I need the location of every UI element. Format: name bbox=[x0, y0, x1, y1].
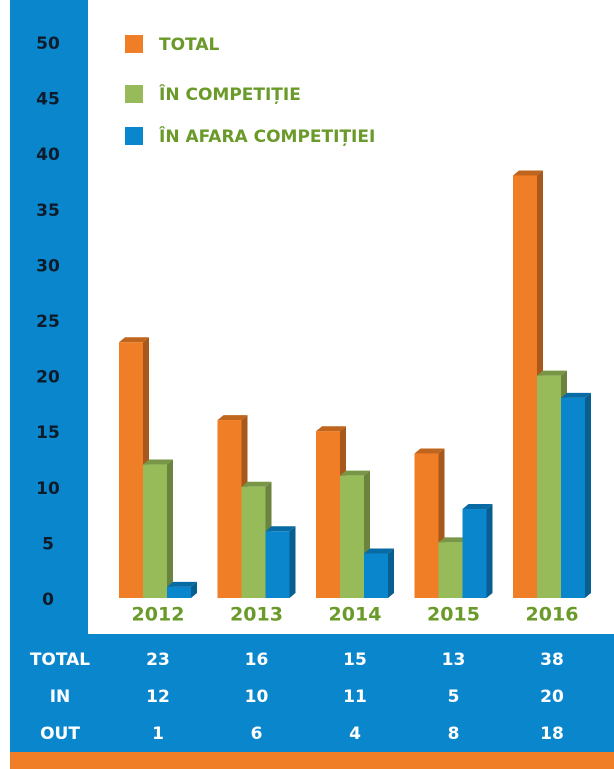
y-tick-label: 20 bbox=[36, 368, 60, 388]
bar-top bbox=[316, 426, 346, 432]
x-tick-label: 2016 bbox=[526, 604, 579, 626]
y-tick-label: 5 bbox=[42, 534, 54, 554]
table-row-label: IN bbox=[50, 687, 71, 707]
bar-top bbox=[561, 392, 591, 398]
bar-side bbox=[191, 581, 197, 598]
bar-top bbox=[364, 548, 394, 554]
bar-top bbox=[143, 459, 173, 465]
legend-label: ÎN COMPETIȚIE bbox=[159, 83, 301, 105]
table-cell: 5 bbox=[448, 687, 460, 707]
bar bbox=[119, 342, 143, 598]
table-cell: 20 bbox=[540, 687, 564, 707]
y-tick-label: 25 bbox=[36, 312, 60, 332]
table-cell: 18 bbox=[540, 724, 564, 744]
table-row-label: OUT bbox=[40, 724, 80, 744]
table-cell: 23 bbox=[146, 650, 170, 670]
legend-swatch bbox=[125, 127, 143, 145]
bar-top bbox=[438, 537, 469, 543]
bar-top bbox=[537, 370, 567, 376]
bar-top bbox=[217, 415, 248, 421]
table-cell: 4 bbox=[349, 724, 361, 744]
y-tick-label: 0 bbox=[42, 590, 54, 610]
y-tick-label: 35 bbox=[36, 201, 60, 221]
table-cell: 6 bbox=[251, 724, 263, 744]
table-cell: 10 bbox=[245, 687, 269, 707]
bar-top bbox=[414, 448, 445, 454]
y-tick-label: 45 bbox=[36, 90, 60, 110]
bar bbox=[316, 431, 340, 598]
bar-top bbox=[340, 470, 370, 476]
legend-label: TOTAL bbox=[159, 35, 219, 55]
y-tick-label: 30 bbox=[36, 256, 60, 276]
bar bbox=[414, 453, 439, 598]
x-tick-label: 2012 bbox=[132, 604, 185, 626]
bar-side bbox=[585, 392, 591, 598]
x-tick-label: 2015 bbox=[427, 604, 480, 626]
bar-top bbox=[462, 504, 493, 510]
legend-label: ÎN AFARA COMPETIȚIEI bbox=[159, 125, 375, 147]
legend-swatch bbox=[125, 85, 143, 103]
bar bbox=[241, 486, 266, 598]
y-axis-panel bbox=[10, 0, 88, 634]
bar bbox=[513, 175, 537, 598]
bar bbox=[340, 475, 364, 598]
bar-top bbox=[241, 481, 272, 487]
bar bbox=[561, 397, 585, 598]
bar-top bbox=[513, 170, 543, 176]
bar bbox=[537, 375, 561, 598]
table-cell: 16 bbox=[245, 650, 269, 670]
y-tick-label: 10 bbox=[36, 479, 60, 499]
bar bbox=[217, 420, 242, 598]
bar bbox=[462, 509, 487, 598]
x-tick-label: 2013 bbox=[230, 604, 283, 626]
bar bbox=[265, 531, 290, 598]
bar-side bbox=[388, 548, 394, 598]
bar bbox=[438, 542, 463, 598]
table-row-label: TOTAL bbox=[30, 650, 90, 670]
x-tick-label: 2014 bbox=[329, 604, 382, 626]
y-tick-label: 50 bbox=[36, 34, 60, 54]
table-panel bbox=[10, 634, 614, 752]
bar-top bbox=[167, 581, 197, 587]
table-cell: 11 bbox=[343, 687, 367, 707]
table-cell: 38 bbox=[540, 650, 564, 670]
bar-top bbox=[265, 526, 296, 532]
bar bbox=[364, 553, 388, 598]
table-cell: 13 bbox=[442, 650, 466, 670]
bar-side bbox=[486, 504, 493, 598]
y-tick-label: 15 bbox=[36, 423, 60, 443]
bottom-strip bbox=[10, 752, 614, 769]
table-cell: 12 bbox=[146, 687, 170, 707]
table-cell: 1 bbox=[152, 724, 164, 744]
bar-side bbox=[289, 526, 296, 598]
bar-top bbox=[119, 337, 149, 343]
table-cell: 8 bbox=[448, 724, 460, 744]
y-tick-label: 40 bbox=[36, 145, 60, 165]
table-cell: 15 bbox=[343, 650, 367, 670]
bar bbox=[167, 586, 191, 598]
bar bbox=[143, 464, 167, 598]
bar-side bbox=[167, 459, 173, 598]
legend-swatch bbox=[125, 35, 143, 53]
